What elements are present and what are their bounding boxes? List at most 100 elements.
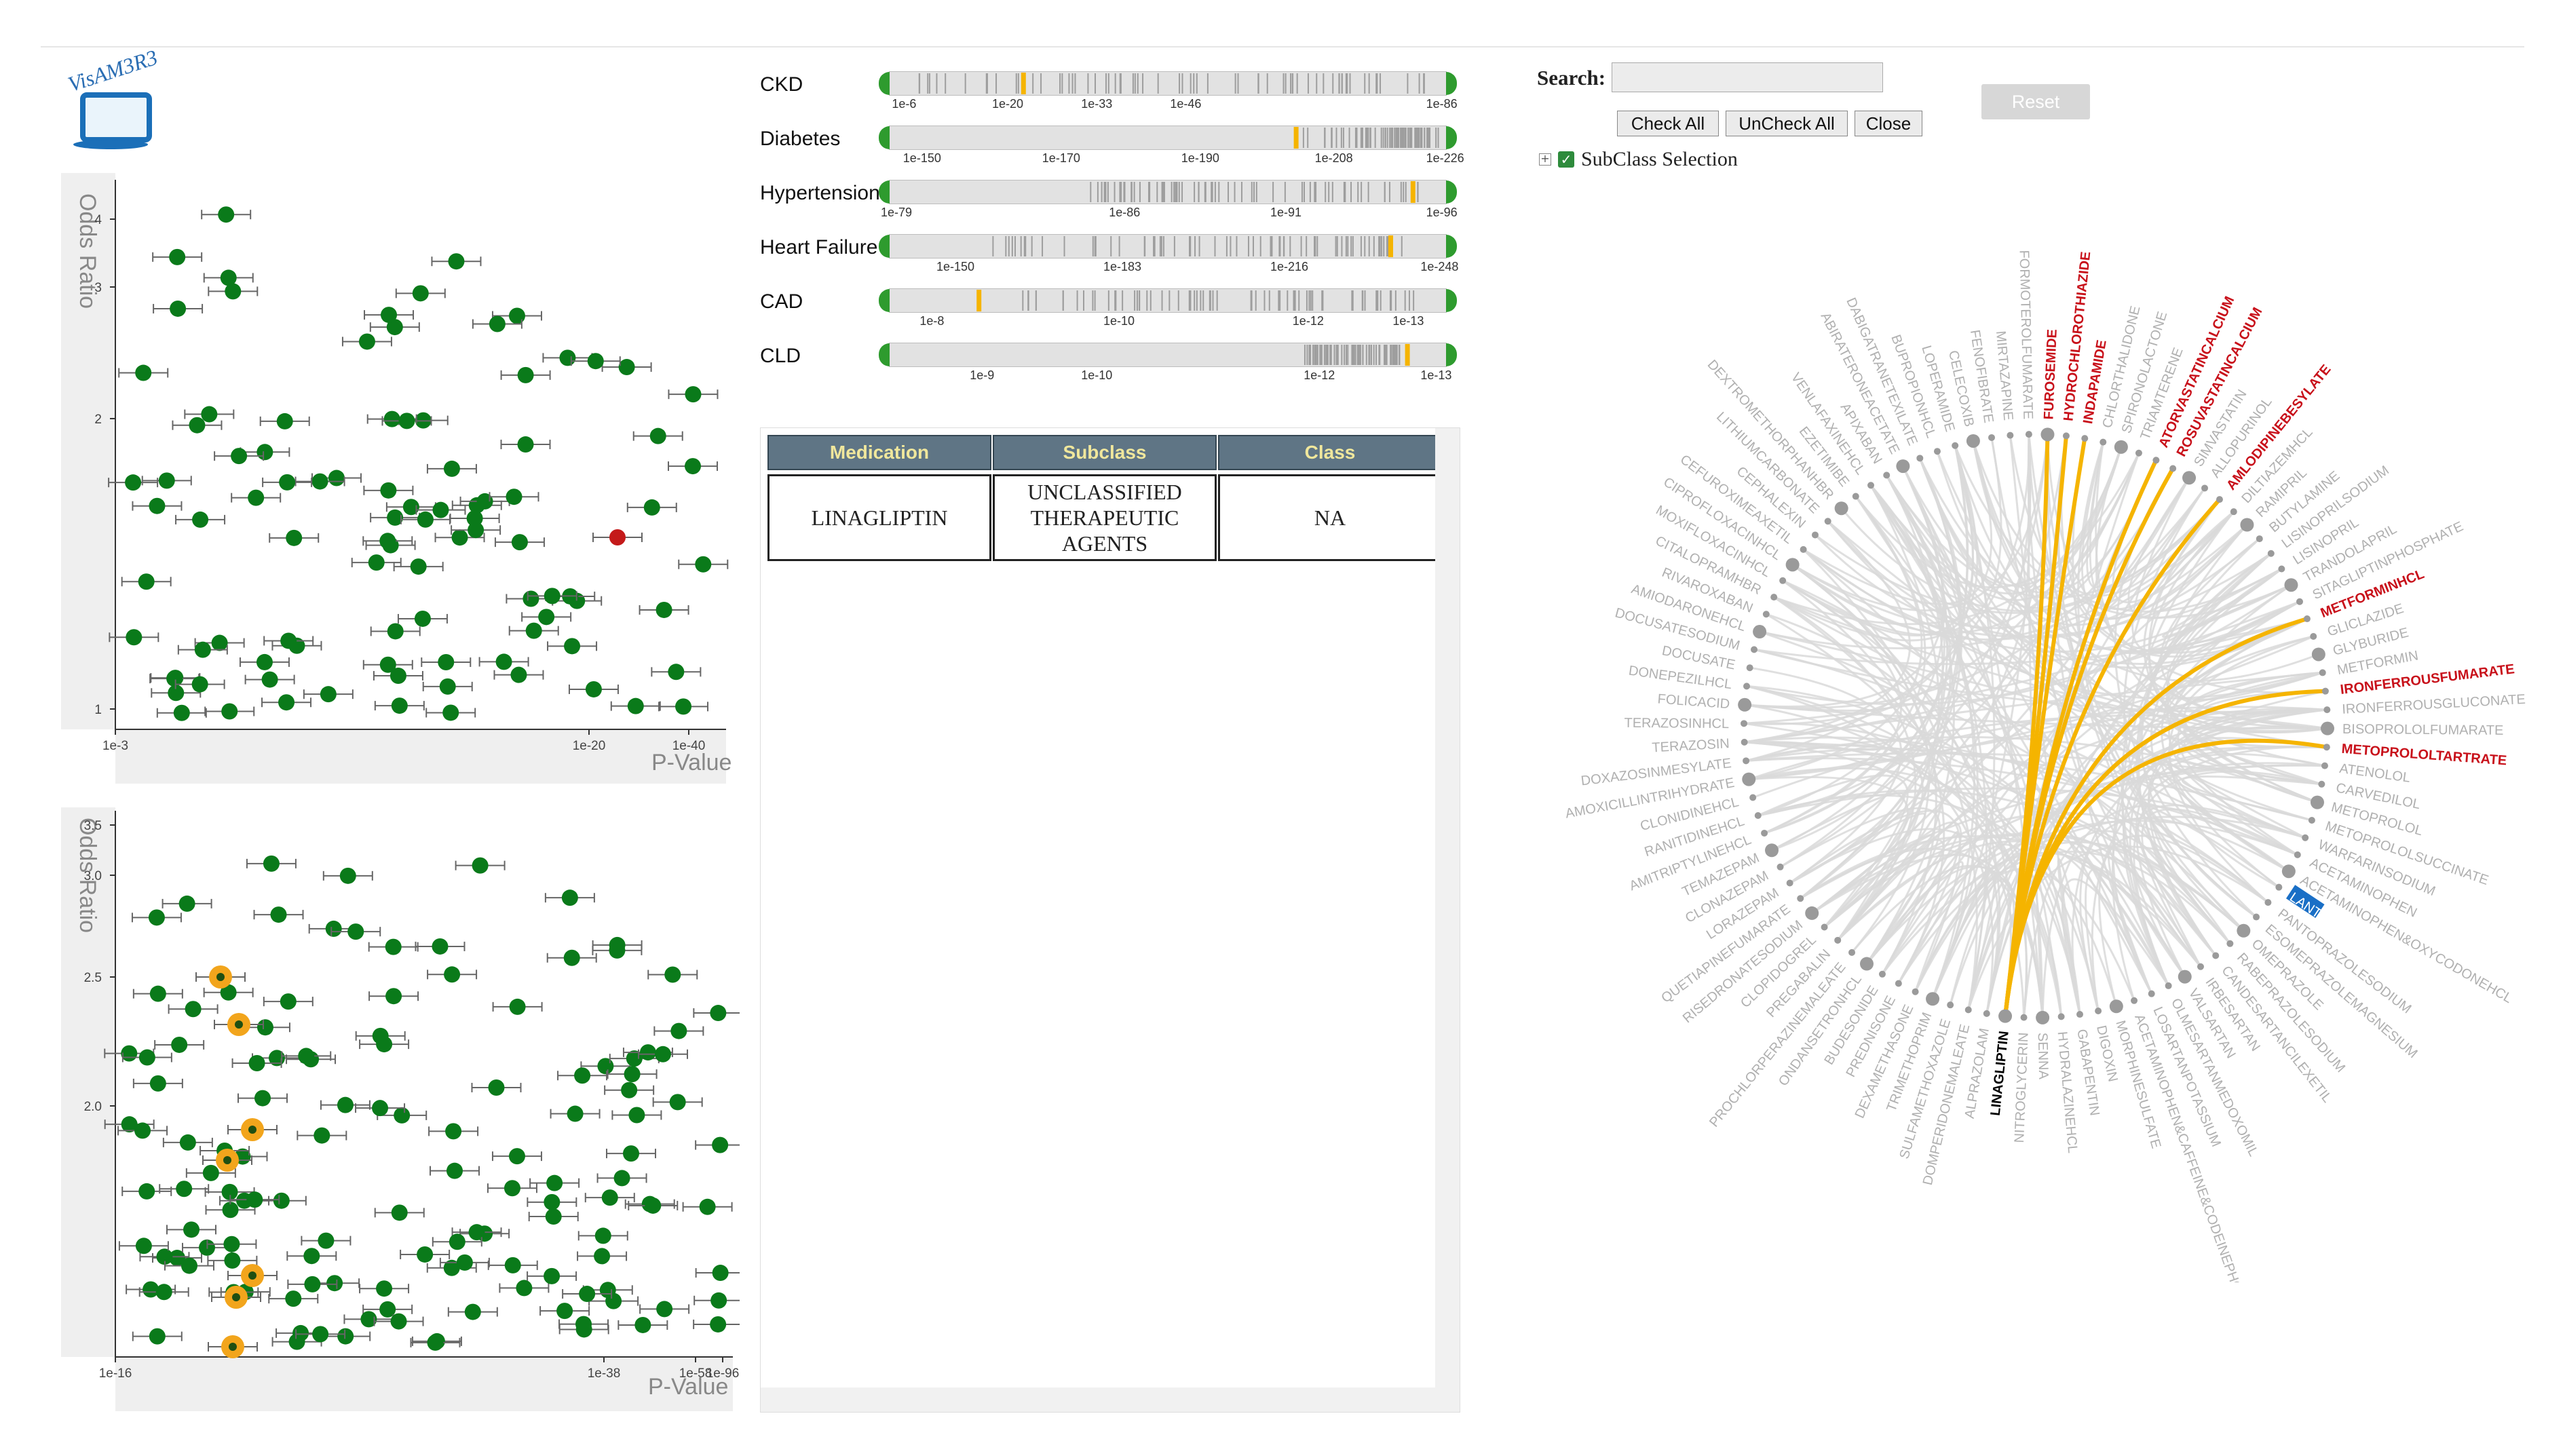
data-point[interactable] [227,1264,278,1287]
data-point[interactable] [652,1094,703,1111]
data-point[interactable] [370,509,421,526]
data-point[interactable] [373,667,423,684]
data-point[interactable] [164,1257,214,1274]
data-point[interactable] [626,499,677,516]
data-point[interactable] [368,988,419,1005]
data-point[interactable] [362,1301,413,1318]
data-point[interactable] [431,253,482,270]
data-point[interactable] [211,1286,261,1309]
network-node[interactable] [2076,1011,2083,1018]
data-point[interactable] [281,1048,332,1065]
data-point[interactable] [425,704,476,721]
data-point[interactable] [104,1116,155,1133]
data-point[interactable] [647,966,698,983]
network-node[interactable] [1867,482,1875,489]
network-node[interactable] [1743,757,1750,765]
network-node[interactable] [2057,1013,2065,1020]
data-point[interactable] [138,1284,189,1301]
range-handle-left[interactable] [879,72,890,95]
check-all-button[interactable]: Check All [1617,111,1719,136]
data-point[interactable] [240,444,290,461]
data-point[interactable] [269,529,320,546]
network-node[interactable] [1916,455,1924,462]
data-point[interactable] [668,458,719,475]
data-point[interactable] [410,1334,461,1351]
network-node[interactable] [2197,963,2204,970]
network-node[interactable] [2264,899,2272,906]
data-point[interactable] [377,1107,428,1124]
data-point[interactable] [177,641,228,658]
network-node[interactable] [1762,611,1770,618]
horizontal-scrollbar[interactable] [761,1387,1460,1412]
data-point[interactable] [415,501,466,518]
data-point[interactable] [618,1316,668,1333]
data-point[interactable] [521,609,572,626]
network-node[interactable] [2081,435,2089,442]
network-node[interactable] [1753,625,1767,639]
data-point[interactable] [231,489,282,506]
scatter-plot-top[interactable]: Odds Ratio P-Value 4 3 2 1 1e-3 1e-20 1e-40 [61,173,733,784]
data-point[interactable] [651,664,702,681]
data-point[interactable] [320,1328,371,1345]
network-node[interactable] [2284,578,2298,592]
network-node[interactable] [1983,1010,1990,1017]
network-node[interactable] [2303,615,2311,623]
network-node[interactable] [1797,895,1804,902]
network-node[interactable] [1800,545,1807,553]
data-point[interactable] [568,681,619,697]
network-node[interactable] [2310,632,2317,640]
data-point[interactable] [172,417,223,434]
data-point[interactable] [449,510,500,526]
data-point[interactable] [489,488,539,505]
data-point[interactable] [301,1232,352,1249]
node-label[interactable]: LINAGLIPTIN [1988,1030,2012,1116]
network-node[interactable] [2321,762,2328,769]
data-point[interactable] [118,1238,169,1254]
uncheck-all-button[interactable]: UnCheck All [1726,111,1848,136]
data-point[interactable] [149,670,200,687]
network-node[interactable] [2296,598,2303,605]
data-point[interactable] [570,353,621,370]
data-point[interactable] [653,1022,704,1039]
range-handle-right[interactable] [1446,180,1457,204]
data-point[interactable] [297,1127,347,1144]
data-point[interactable] [639,1301,690,1318]
data-point[interactable] [152,1250,203,1267]
data-point[interactable] [478,653,529,670]
data-point[interactable] [499,1280,550,1297]
data-point[interactable] [368,938,419,955]
network-node[interactable] [1952,442,1959,449]
disease-range-slider[interactable] [879,343,1457,367]
data-point[interactable] [239,653,290,670]
data-point[interactable] [678,556,729,573]
data-point[interactable] [487,1257,538,1273]
network-node[interactable] [1966,434,1980,448]
network-node[interactable] [1746,664,1753,672]
data-point[interactable] [374,697,425,714]
data-point[interactable] [374,1204,425,1221]
data-point[interactable] [592,529,643,545]
data-point[interactable] [373,1313,424,1330]
data-point[interactable] [132,497,183,514]
data-point[interactable] [174,676,225,693]
node-label[interactable]: NITROGLYCERIN [2012,1032,2032,1143]
data-point[interactable] [355,1100,406,1117]
data-point[interactable] [557,1067,608,1084]
network-node[interactable] [2165,982,2172,989]
data-point[interactable] [428,1123,479,1140]
data-point[interactable] [175,511,226,528]
data-point[interactable] [330,923,381,940]
data-point[interactable] [286,1248,337,1265]
network-node[interactable] [1741,720,1748,727]
data-point[interactable] [451,522,501,539]
data-point[interactable] [132,1075,183,1092]
data-point[interactable] [359,1280,410,1297]
data-point[interactable] [610,697,661,714]
network-node[interactable] [2310,795,2324,809]
data-point[interactable] [131,909,182,926]
data-point[interactable] [204,703,255,720]
data-point[interactable] [268,1290,319,1307]
data-point[interactable] [434,529,485,546]
network-node[interactable] [2100,438,2107,446]
data-point[interactable] [491,1148,542,1165]
